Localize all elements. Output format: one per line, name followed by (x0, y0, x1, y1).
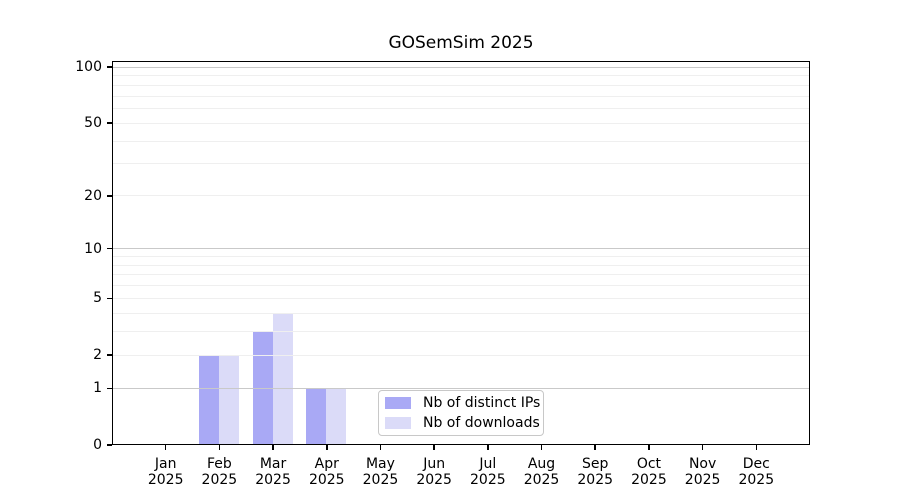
y-tick-20 (107, 195, 112, 197)
y-tick-label-5: 5 (93, 290, 102, 307)
plot-area (112, 61, 810, 445)
bar-nb-of-downloads-feb (218, 354, 239, 445)
gridline-70 (113, 95, 809, 97)
x-tick-label-feb: Feb 2025 (201, 456, 238, 488)
legend: Nb of distinct IPs Nb of downloads (378, 390, 544, 436)
legend-swatch-distinct-ips (385, 397, 411, 409)
y-tick-label-0: 0 (93, 437, 102, 453)
gridline-9 (113, 256, 809, 258)
y-tick-label-2: 2 (93, 347, 102, 364)
y-tick-label-100: 100 (75, 59, 102, 76)
y-tick-0 (107, 444, 112, 446)
gridline-3 (113, 331, 809, 333)
x-tick-jan (164, 445, 167, 450)
gridline-5 (113, 297, 809, 299)
x-tick-may (379, 445, 382, 450)
bar-nb-of-distinct-ips-feb (198, 354, 219, 445)
gridline-7 (113, 274, 809, 276)
legend-swatch-downloads (385, 417, 411, 429)
y-tick-label-10: 10 (84, 240, 102, 257)
bar-nb-of-downloads-mar (272, 312, 293, 445)
x-tick-label-may: May 2025 (362, 456, 399, 488)
x-tick-aug (540, 445, 543, 450)
legend-entry-downloads: Nb of downloads (385, 415, 540, 432)
x-tick-feb (218, 445, 221, 450)
x-tick-nov (701, 445, 704, 450)
x-tick-oct (648, 445, 650, 450)
legend-label: Nb of distinct IPs (423, 395, 541, 411)
x-tick-label-apr: Apr 2025 (308, 456, 345, 488)
x-tick-label-mar: Mar 2025 (255, 456, 291, 488)
x-tick-mar (272, 445, 274, 450)
legend-entry-distinct-ips: Nb of distinct IPs (385, 395, 541, 412)
x-tick-label-jun: Jun 2025 (416, 456, 452, 488)
y-tick-5 (107, 297, 112, 300)
gridline-6 (113, 285, 809, 287)
gridline-8 (113, 264, 809, 266)
gridline-4 (113, 312, 809, 314)
gridline-60 (113, 108, 809, 109)
x-tick-apr (326, 445, 328, 450)
bar-nb-of-downloads-apr (326, 387, 347, 445)
gridline-40 (113, 140, 809, 142)
x-tick-jul (487, 445, 489, 450)
gridline-100 (113, 66, 809, 68)
gridline-30 (113, 163, 809, 165)
gridline-10 (113, 248, 809, 250)
x-tick-label-nov: Nov 2025 (684, 456, 721, 488)
y-tick-1 (107, 387, 112, 389)
chart-title: GOSemSim 2025 (388, 33, 534, 53)
x-tick-label-aug: Aug 2025 (523, 456, 560, 488)
x-tick-label-sep: Sep 2025 (577, 456, 614, 488)
x-tick-dec (755, 445, 758, 450)
gridline-50 (113, 122, 809, 124)
gridline-20 (113, 195, 809, 197)
y-tick-50 (107, 122, 112, 124)
gridline-1 (113, 387, 809, 389)
x-tick-jun (433, 445, 435, 450)
x-tick-label-jul: Jul 2025 (470, 456, 506, 488)
y-tick-label-20: 20 (84, 187, 102, 204)
gridline-2 (113, 354, 809, 356)
y-tick-10 (107, 247, 112, 250)
gridline-90 (113, 75, 809, 77)
legend-label: Nb of downloads (423, 415, 540, 431)
gridline-80 (113, 84, 809, 86)
y-tick-2 (107, 354, 112, 356)
x-tick-sep (594, 445, 596, 450)
y-tick-label-50: 50 (84, 115, 102, 132)
x-tick-label-oct: Oct 2025 (631, 456, 667, 488)
y-tick-label-1: 1 (93, 380, 102, 397)
x-tick-label-jan: Jan 2025 (147, 456, 184, 488)
bar-nb-of-distinct-ips-apr (306, 387, 327, 445)
x-tick-label-dec: Dec 2025 (738, 456, 775, 488)
y-tick-100 (107, 66, 112, 68)
